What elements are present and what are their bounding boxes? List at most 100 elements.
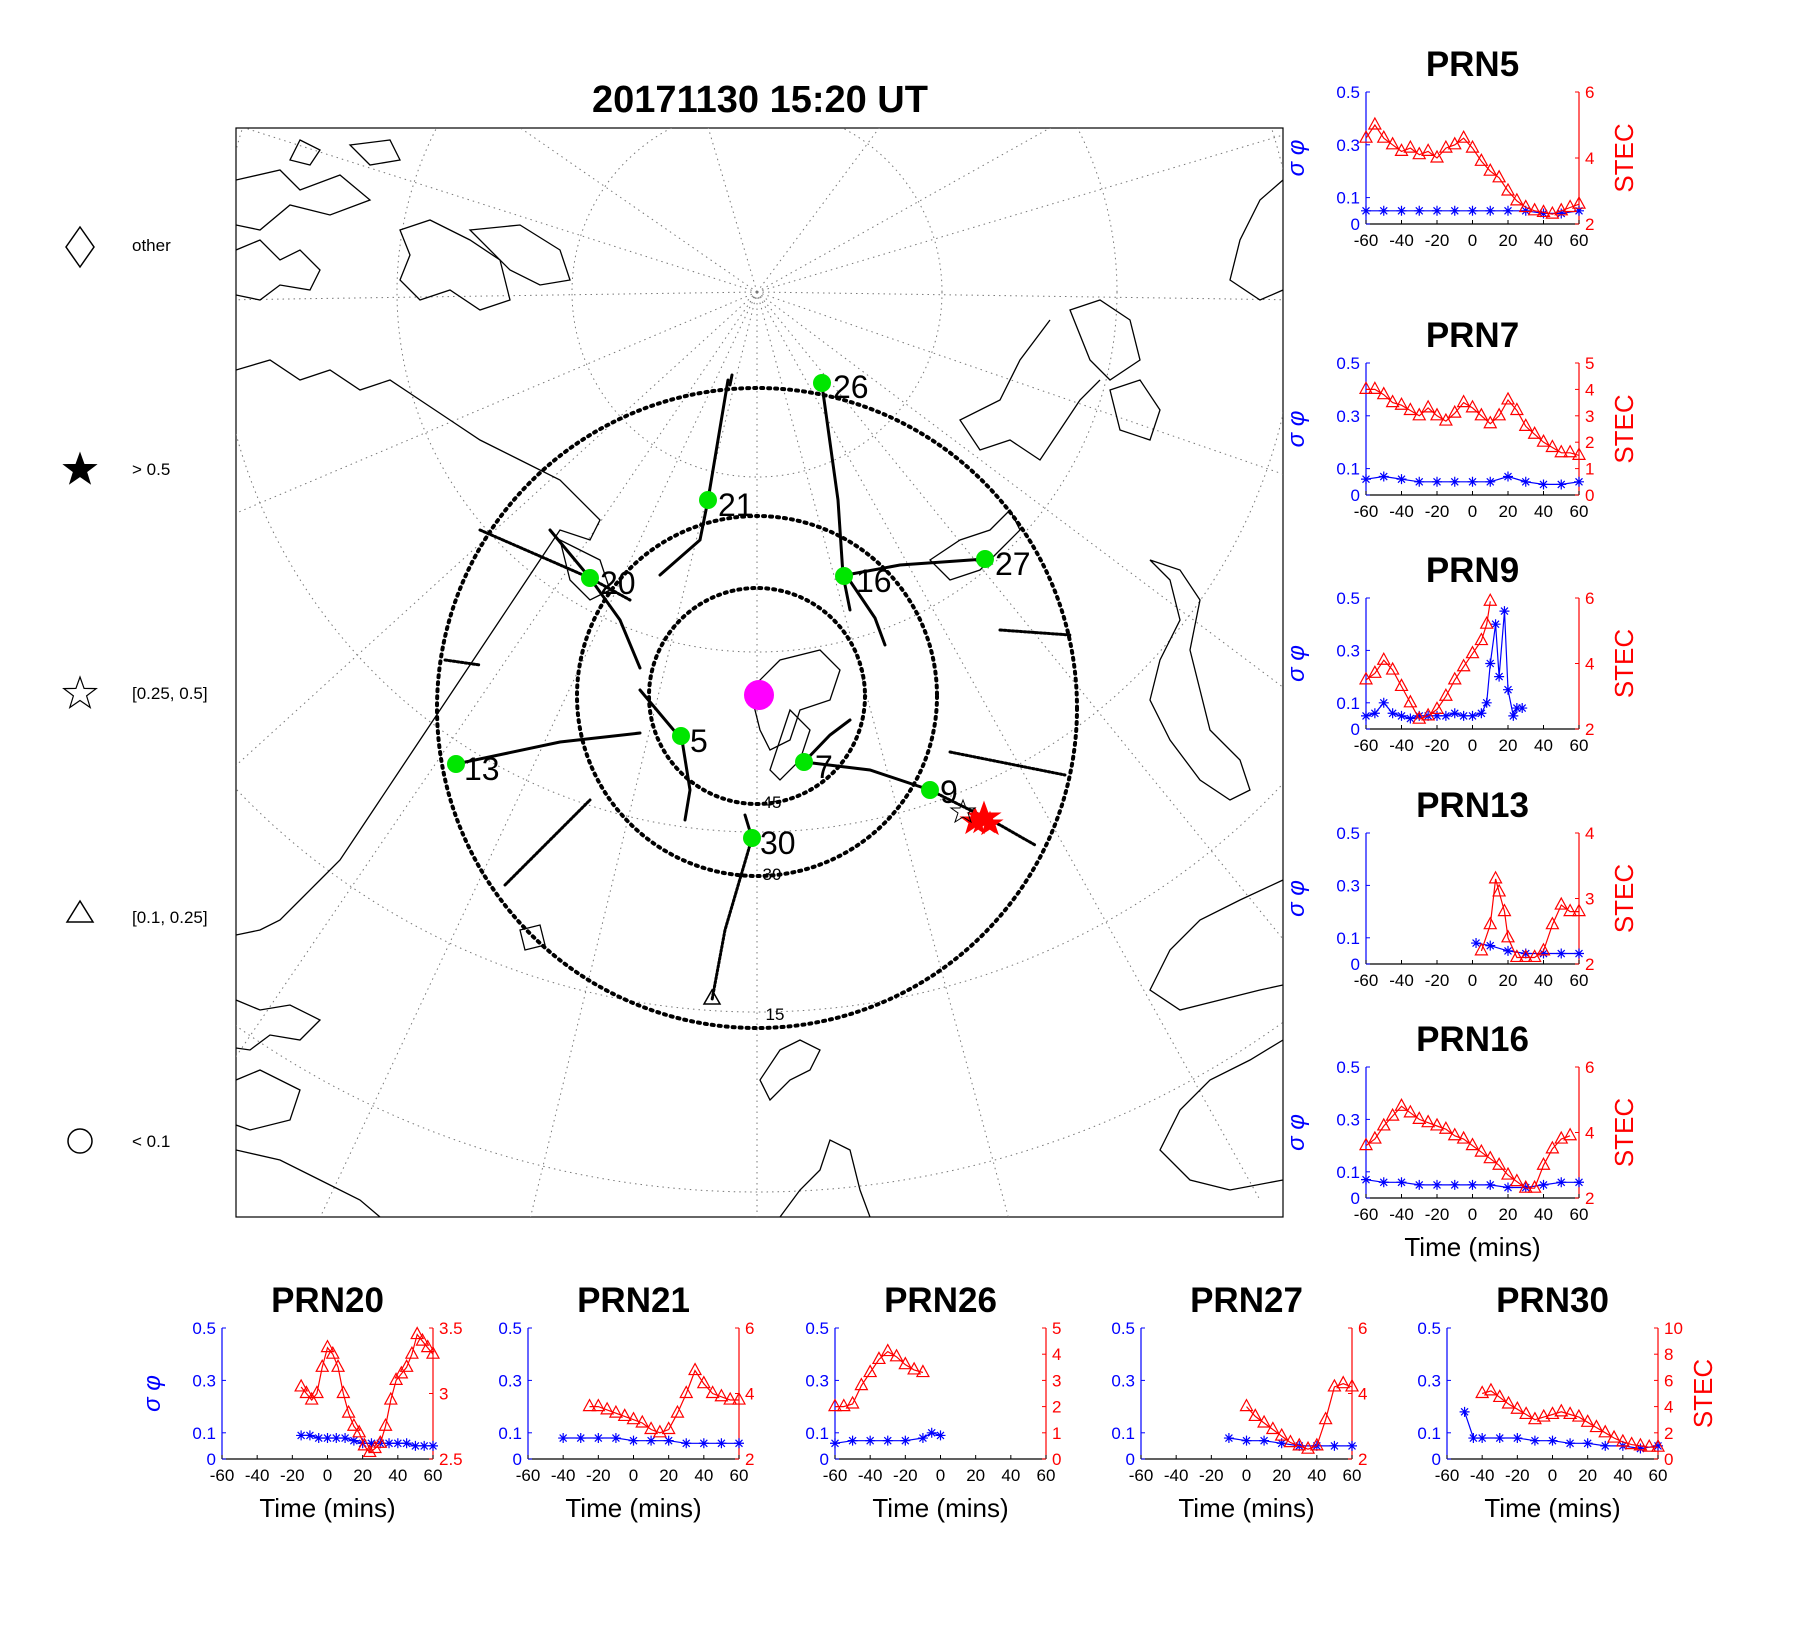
y-left-tick-label: 0 <box>1351 1189 1360 1208</box>
x-tick-label: 0 <box>629 1466 638 1485</box>
stec-point <box>1274 1427 1289 1441</box>
stec-point <box>1474 153 1489 166</box>
sigma-point <box>1347 1440 1357 1451</box>
stec-point <box>714 1388 729 1402</box>
subplot-title: PRN7 <box>1426 316 1519 355</box>
stec-point <box>304 1391 319 1405</box>
stec-point <box>688 1362 703 1376</box>
y-right-tick-label: 4 <box>1585 149 1594 168</box>
stec-point <box>1283 1434 1298 1448</box>
stec-point <box>1429 1117 1445 1131</box>
stec-point <box>582 1398 597 1412</box>
sigma-point <box>1459 1406 1470 1417</box>
sat-marker-prn13 <box>447 755 465 773</box>
y-left-tick-label: 0.3 <box>498 1371 522 1390</box>
stec-point <box>1456 1130 1471 1144</box>
stec-point <box>425 1345 441 1359</box>
stec-point <box>1474 407 1489 421</box>
stec-point <box>1571 447 1587 460</box>
stec-point <box>1545 205 1560 219</box>
x-tick-label: 20 <box>1499 971 1518 990</box>
y-left-axis-label: σ φ <box>139 1375 166 1412</box>
legend-label-lt01: < 0.1 <box>132 1132 170 1151</box>
subplot-title: PRN20 <box>271 1281 384 1320</box>
track-prn30-triangle-icon <box>702 988 722 1005</box>
stec-point <box>1536 1156 1551 1170</box>
sat-label-prn5: 5 <box>690 723 708 759</box>
y-left-tick-label: 0.3 <box>192 1371 216 1390</box>
stec-point <box>723 1391 738 1405</box>
sigma-point <box>1361 205 1371 216</box>
y-right-tick-label: 6 <box>1585 1058 1594 1077</box>
sat-label-prn27: 27 <box>995 546 1031 582</box>
stec-point <box>1376 386 1391 400</box>
track-prn27 <box>998 628 1072 637</box>
sigma-point <box>1494 1433 1505 1444</box>
subplot-prn27: PRN27 -60 -40 -20 0 20 40 60 0 0.1 0.3 0.5 2 4 6 Time (… <box>1111 1281 1367 1523</box>
stec-point <box>1492 169 1507 183</box>
sigma-point <box>1653 1440 1663 1451</box>
y-right-tick-label: 4 <box>1358 1385 1367 1404</box>
x-tick-label: 20 <box>1499 502 1518 521</box>
stec-point <box>404 1345 419 1359</box>
y-right-tick-label: 6 <box>1585 83 1594 102</box>
sigma-point <box>1520 476 1531 487</box>
sigma-point <box>1503 205 1513 216</box>
sigma-point <box>1485 205 1496 216</box>
x-tick-label: -40 <box>1389 736 1414 755</box>
sigma-point <box>1556 208 1567 219</box>
y-left-tick-label: 0.5 <box>1336 83 1360 102</box>
stec-point <box>1465 645 1480 659</box>
y-left-tick-label: 0.5 <box>1336 824 1360 843</box>
stec-point <box>1327 1378 1342 1392</box>
sigma-point <box>1361 710 1371 721</box>
stec-point <box>331 1359 346 1372</box>
sigma-point <box>593 1433 604 1444</box>
sigma-point <box>1467 476 1478 487</box>
stec-point <box>1438 1120 1453 1134</box>
stec-point <box>1376 651 1391 665</box>
stec-point <box>1598 1424 1613 1438</box>
sigma-point <box>1449 476 1460 487</box>
x-tick-label: -60 <box>1354 231 1379 250</box>
prn9-scintillation-stars <box>949 798 1004 836</box>
sigma-point <box>734 1438 744 1449</box>
sigma-point <box>1467 1179 1478 1190</box>
y-left-tick-label: 0.1 <box>498 1424 522 1443</box>
x-tick-label: 0 <box>1468 1205 1477 1224</box>
y-right-tick-label: 2.5 <box>439 1450 463 1469</box>
sigma-point <box>1477 1433 1488 1444</box>
stec-point <box>1650 1438 1666 1452</box>
y-left-tick-label: 0.1 <box>192 1424 216 1443</box>
stec-point <box>1492 883 1507 897</box>
x-tick-label: -60 <box>1354 736 1379 755</box>
sigma-point <box>304 1430 315 1441</box>
track-misc1 <box>443 658 482 667</box>
y-right-axis-label: STEC <box>1609 629 1639 698</box>
x-tick-label: 60 <box>1570 231 1589 250</box>
sigma-point <box>1414 1179 1425 1190</box>
y-left-tick-label: 0.5 <box>1111 1319 1135 1338</box>
stec-point <box>389 1372 404 1385</box>
stec-point <box>1500 391 1516 405</box>
stec-point <box>1376 1117 1391 1131</box>
y-left-tick-label: 0.1 <box>1417 1424 1441 1443</box>
x-tick-label: 0 <box>936 1466 945 1485</box>
sigma-point <box>1600 1440 1611 1451</box>
red-star-icon <box>976 810 1004 836</box>
x-axis-label: Time (mins) <box>1404 1232 1540 1262</box>
stec-point <box>1394 396 1409 410</box>
stec-point <box>1394 143 1409 156</box>
x-tick-label: 40 <box>388 1466 407 1485</box>
x-axis-label: Time (mins) <box>1178 1493 1314 1523</box>
sigma-point <box>1556 479 1567 490</box>
sigma-point <box>1494 671 1505 682</box>
legend-filled-star-icon <box>62 451 98 485</box>
x-axis-label: Time (mins) <box>565 1493 701 1523</box>
x-tick-label: -60 <box>823 1466 848 1485</box>
stec-point <box>1429 701 1445 714</box>
x-tick-label: 20 <box>659 1466 678 1485</box>
stec-point <box>1483 593 1498 606</box>
stec-point <box>617 1408 632 1422</box>
